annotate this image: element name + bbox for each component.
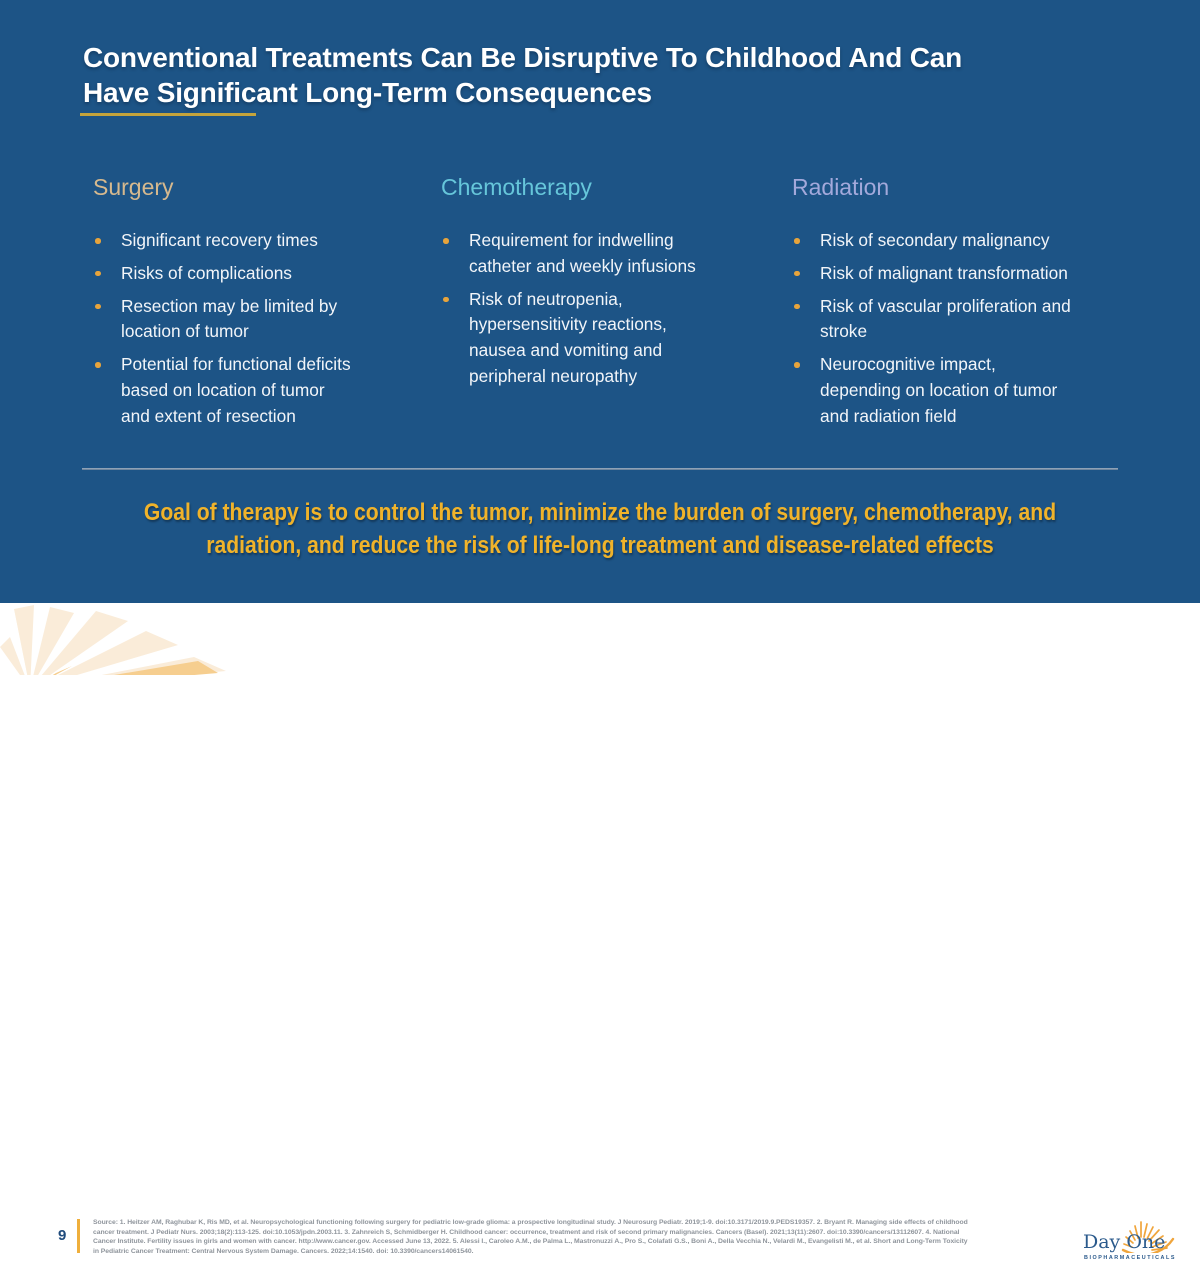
bullet-dot-icon <box>93 294 121 346</box>
bullet-dot-icon <box>792 261 820 287</box>
bullet-text: Risk of malignant transformation <box>820 262 1068 283</box>
dayone-logo: Day One BIOPHARMACEUTICALS <box>1083 1215 1193 1273</box>
bullet-dot-icon <box>441 287 469 390</box>
title-underline-accent <box>80 113 256 116</box>
bullet-dot-icon <box>441 228 469 280</box>
bullet-dot-icon <box>792 352 820 429</box>
column-heading-chemotherapy: Chemotherapy <box>441 174 592 200</box>
page-number-bar <box>77 1219 80 1253</box>
bullet-item: Risk of secondary malignancy <box>792 228 1097 254</box>
bullet-item: Risk of neutropenia, hypersensitivity re… <box>441 287 726 390</box>
bullet-item: Neurocognitive impact, depending on loca… <box>792 352 1097 429</box>
page-number: 9 <box>58 1227 67 1244</box>
bullet-item: Risks of complications <box>93 261 393 287</box>
bullet-text: Risks of complications <box>121 262 292 283</box>
column-heading-surgery: Surgery <box>93 174 174 200</box>
bullet-text: Risk of vascular proliferation and strok… <box>820 295 1071 342</box>
bullet-item: Significant recovery times <box>93 228 393 254</box>
column-surgery: Surgery Significant recovery times Risks… <box>93 172 393 437</box>
slide-footer: 9 Source: 1. Heitzer AM, Raghubar K, Ris… <box>0 603 1200 1261</box>
bullet-item: Requirement for indwelling catheter and … <box>441 228 726 280</box>
source-citation: Source: 1. Heitzer AM, Raghubar K, Ris M… <box>93 1219 968 1256</box>
bullet-text: Risk of neutropenia, hypersensitivity re… <box>469 288 667 386</box>
bullet-text: Resection may be limited by location of … <box>121 295 338 342</box>
logo-subtext: BIOPHARMACEUTICALS <box>1084 1255 1176 1261</box>
bullet-text: Neurocognitive impact, depending on loca… <box>820 354 1058 426</box>
goal-statement: Goal of therapy is to control the tumor,… <box>143 499 1057 559</box>
bullet-list-chemotherapy: Requirement for indwelling catheter and … <box>441 228 726 390</box>
bullet-dot-icon <box>792 228 820 254</box>
bullet-dot-icon <box>93 228 121 254</box>
section-divider <box>82 468 1118 470</box>
bullet-item: Resection may be limited by location of … <box>93 294 393 346</box>
bullet-list-radiation: Risk of secondary malignancy Risk of mal… <box>792 228 1097 430</box>
logo-wordmark: Day One <box>1083 1231 1166 1253</box>
bullet-text: Risk of secondary malignancy <box>820 230 1050 250</box>
bullet-item: Potential for functional deficits based … <box>93 352 393 429</box>
column-heading-radiation: Radiation <box>792 174 890 200</box>
bullet-text: Potential for functional deficits based … <box>121 354 351 426</box>
bullet-item: Risk of malignant transformation <box>792 261 1097 287</box>
bullet-text: Significant recovery times <box>121 230 318 250</box>
bullet-dot-icon <box>93 352 121 429</box>
bullet-dot-icon <box>792 294 820 346</box>
column-radiation: Radiation Risk of secondary malignancy R… <box>792 172 1097 437</box>
slide-background: Conventional Treatments Can Be Disruptiv… <box>0 0 1200 603</box>
bullet-item: Risk of vascular proliferation and strok… <box>792 294 1097 346</box>
bullet-list-surgery: Significant recovery times Risks of comp… <box>93 228 393 430</box>
sunburst-rays-icon <box>0 605 226 675</box>
column-chemotherapy: Chemotherapy Requirement for indwelling … <box>441 172 726 397</box>
bullet-text: Requirement for indwelling catheter and … <box>469 230 696 276</box>
slide-title: Conventional Treatments Can Be Disruptiv… <box>83 42 962 108</box>
bullet-dot-icon <box>93 261 121 287</box>
